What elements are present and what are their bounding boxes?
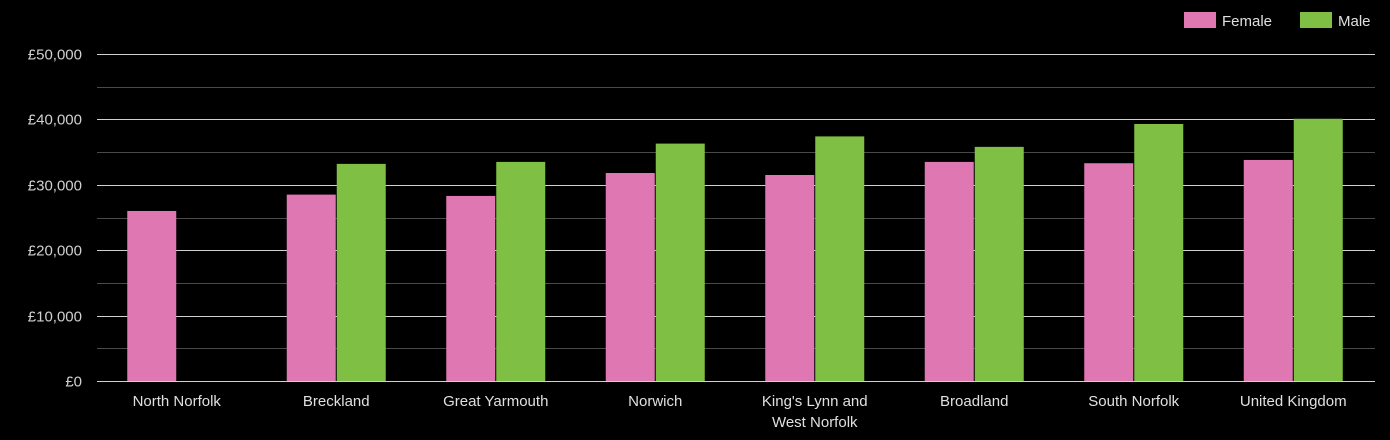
y-axis: £0 £10,000 £20,000 £30,000 £40,000 £50,000 <box>28 47 82 391</box>
x-tick-label: South Norfolk <box>1088 393 1179 410</box>
x-tick-label: West Norfolk <box>772 414 858 431</box>
x-tick-label: Broadland <box>940 393 1008 410</box>
y-tick-label: £40,000 <box>28 112 82 129</box>
bar-female <box>286 194 336 381</box>
x-tick-label: Great Yarmouth <box>443 393 548 410</box>
bar-male <box>815 136 865 381</box>
bar-female <box>446 195 496 381</box>
bar-female <box>765 174 815 381</box>
bar-female <box>924 161 974 381</box>
legend-item-female[interactable]: Female <box>1184 12 1272 30</box>
bar-female <box>1243 159 1293 381</box>
y-tick-label: £0 <box>65 374 82 391</box>
bar-male <box>496 161 546 381</box>
bar-female <box>127 210 177 381</box>
bar-male <box>1293 118 1343 381</box>
bar-female <box>1084 163 1134 381</box>
bar-male <box>1134 123 1184 381</box>
bar-male <box>655 143 705 381</box>
legend-item-male[interactable]: Male <box>1300 12 1371 30</box>
x-tick-label: Norwich <box>628 393 682 410</box>
x-axis: North Norfolk Breckland Great Yarmouth Norw… <box>133 393 1347 431</box>
bar-male <box>974 146 1024 381</box>
y-tick-label: £20,000 <box>28 243 82 260</box>
x-tick-label: King's Lynn and <box>762 393 868 410</box>
x-tick-label: Breckland <box>303 393 370 410</box>
legend: Female Male <box>1184 12 1371 30</box>
y-tick-label: £50,000 <box>28 47 82 64</box>
x-tick-label: United Kingdom <box>1240 393 1347 410</box>
y-tick-label: £10,000 <box>28 309 82 326</box>
legend-swatch <box>1184 12 1216 28</box>
bars <box>127 118 1343 381</box>
bar-male <box>336 163 386 381</box>
legend-swatch <box>1300 12 1332 28</box>
y-tick-label: £30,000 <box>28 178 82 195</box>
legend-label: Male <box>1338 13 1371 30</box>
bar-female <box>605 173 655 381</box>
legend-label: Female <box>1222 13 1272 30</box>
x-tick-label: North Norfolk <box>133 393 222 410</box>
